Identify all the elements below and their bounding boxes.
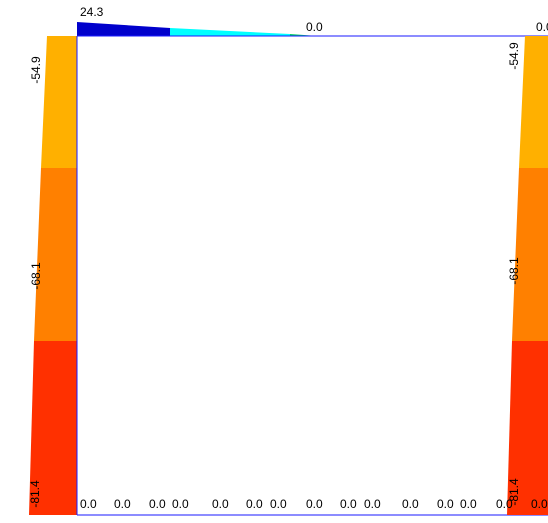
left-column-label-bottom: -81.4	[28, 480, 42, 508]
left-column-band-mid	[34, 168, 77, 341]
bottom-beam-label: 0.0	[172, 497, 189, 511]
top-beam-peak-label: 24.3	[80, 5, 104, 19]
bottom-beam-label: 0.0	[212, 497, 229, 511]
bottom-beam-label: 0.0	[496, 497, 513, 511]
right-column-label-bottom: -81.4	[507, 478, 521, 506]
right-column-band-bottom	[507, 341, 548, 515]
bottom-beam-label: 0.0	[80, 497, 97, 511]
right-column-band-mid	[512, 168, 548, 341]
top-beam-fill-cyan	[170, 28, 290, 36]
top-beam-zero-label: 0.0	[306, 20, 323, 34]
left-column-label-top: -54.9	[29, 56, 43, 84]
top-beam-fill-dark	[77, 22, 170, 36]
bottom-beam-label: 0.0	[460, 497, 477, 511]
bottom-beam-label: 0.0	[437, 497, 454, 511]
right-column-label-top: -54.9	[507, 42, 521, 70]
bottom-beam-label: 0.0	[364, 497, 381, 511]
bottom-beam-label: 0.0	[531, 497, 548, 511]
left-column-band-bottom	[29, 341, 77, 515]
left-column-band-top	[41, 36, 77, 168]
bottom-beam-label: 0.0	[246, 497, 263, 511]
bottom-beam-label: 0.0	[149, 497, 166, 511]
top-beam-end-label: 0.0	[536, 20, 548, 34]
bottom-beam-label: 0.0	[270, 497, 287, 511]
right-column-label-mid: -68.1	[507, 257, 521, 285]
bottom-beam-label: 0.0	[340, 497, 357, 511]
left-column-label-mid: -68.1	[29, 262, 43, 290]
bottom-beam-labels: 0.0 0.0 0.0 0.0 0.0 0.0 0.0 0.0 0.0 0.0 …	[80, 497, 548, 511]
bottom-beam-label: 0.0	[402, 497, 419, 511]
bottom-beam-label: 0.0	[306, 497, 323, 511]
bottom-beam-label: 0.0	[114, 497, 131, 511]
right-column-band-top	[519, 36, 548, 168]
